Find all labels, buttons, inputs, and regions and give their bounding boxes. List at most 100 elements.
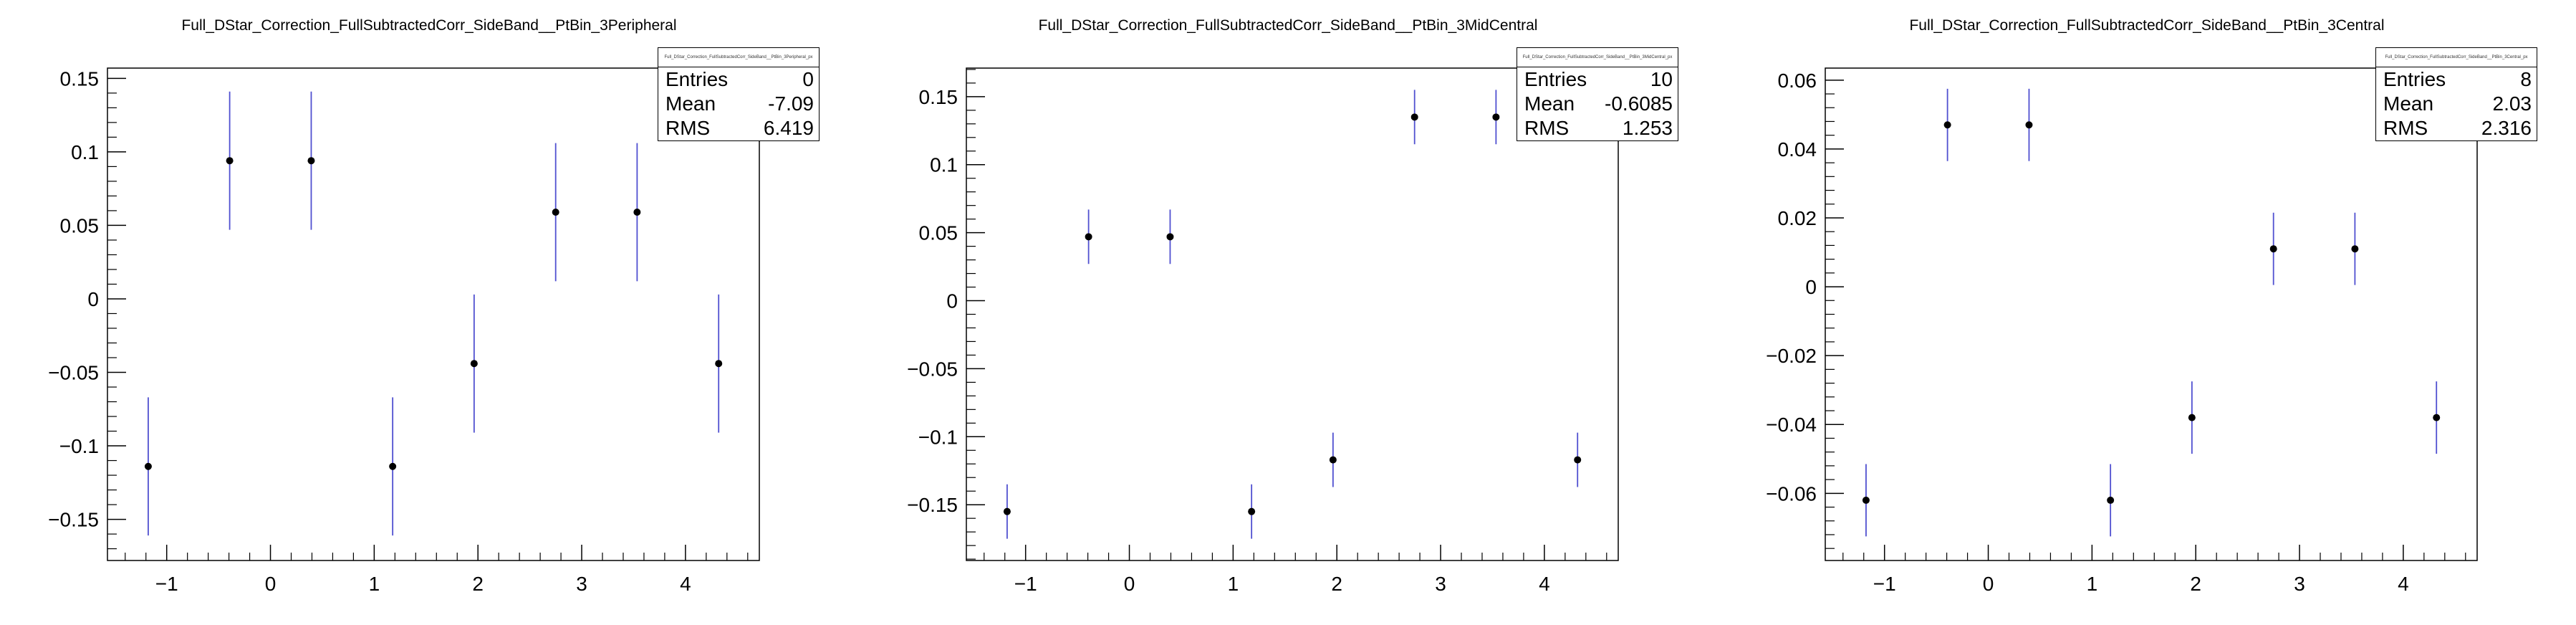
data-point: [1003, 507, 1011, 515]
data-point: [2433, 414, 2441, 421]
plot-frame: [107, 67, 760, 561]
x-tick-label: 2: [1331, 573, 1342, 595]
plot-frame: [1825, 67, 2478, 561]
y-tick-label: −0.06: [1766, 482, 1817, 505]
stats-box: Full_DStar_Correction_FullSubtractedCorr…: [2375, 47, 2537, 141]
stats-rms-label: RMS: [1524, 117, 1570, 139]
data-point: [1248, 507, 1256, 515]
data-point: [2351, 245, 2359, 253]
y-tick-label: −0.02: [1766, 345, 1817, 367]
data-point: [633, 208, 641, 216]
x-tick-label: 0: [265, 573, 277, 595]
plot-svg: −1 0 1 2 3 4 0.15 0.1 0.05 0 −0.05 −0.1 −0.15: [48, 67, 760, 595]
stats-mean-row: Mean -0.6085: [1517, 92, 1678, 116]
x-tick-label: 4: [680, 573, 691, 595]
stats-mean-label: Mean: [2383, 92, 2434, 115]
data-point: [1943, 121, 1951, 129]
y-tick-label: −0.15: [48, 509, 99, 531]
stats-entries-value: 0: [802, 68, 814, 90]
stats-rms-label: RMS: [2383, 117, 2428, 139]
x-tick-label: 2: [472, 573, 484, 595]
data-point: [226, 157, 234, 165]
x-tick-label: 1: [2087, 573, 2098, 595]
stats-mean-value: -0.6085: [1605, 92, 1673, 115]
data-point: [715, 360, 723, 368]
data-point: [1166, 233, 1174, 241]
stats-entries-value: 10: [1650, 68, 1673, 90]
y-tick-label: −0.1: [59, 435, 99, 457]
y-tick-label: −0.15: [907, 494, 958, 516]
y-tick-label: 0.05: [60, 214, 100, 237]
y-tick-label: 0.15: [60, 67, 100, 90]
y-tick-label: −0.04: [1766, 414, 1817, 436]
stats-rms-value: 6.419: [763, 117, 814, 139]
chart-panel-peripheral: Full_DStar_Correction_FullSubtractedCorr…: [0, 0, 858, 625]
y-tick-label: 0.05: [919, 222, 958, 244]
stats-rms-value: 1.253: [1622, 117, 1673, 139]
data-point: [389, 462, 397, 470]
y-tick-label: 0.15: [919, 86, 958, 108]
data-point: [1492, 113, 1500, 121]
data-point: [1574, 456, 1582, 464]
x-tick-label: 0: [1983, 573, 1994, 595]
x-tick-label: 1: [1228, 573, 1239, 595]
data-point: [1410, 113, 1418, 121]
stats-box-header: Full_DStar_Correction_FullSubtractedCorr…: [1517, 48, 1678, 67]
y-tick-label: −0.05: [907, 358, 958, 380]
chart-title: Full_DStar_Correction_FullSubtractedCorr…: [181, 17, 677, 34]
x-tick-label: 3: [2294, 573, 2305, 595]
stats-rms-row: RMS 6.419: [658, 116, 819, 140]
y-tick-label: 0.02: [1778, 207, 1817, 229]
data-point: [2188, 414, 2196, 421]
data-point: [470, 360, 478, 368]
plot-svg: −1 0 1 2 3 4 0.06 0.04 0.02 0 −0.02 −0.04 −0.06: [1766, 67, 2478, 595]
x-tick-label: 3: [576, 573, 587, 595]
stats-rms-value: 2.316: [2481, 117, 2532, 139]
x-tick-label: −1: [155, 573, 178, 595]
data-point: [2269, 245, 2277, 253]
y-tick-label: −0.05: [48, 362, 99, 384]
stats-entries-row: Entries 10: [1517, 67, 1678, 92]
stats-box-header: Full_DStar_Correction_FullSubtractedCorr…: [658, 48, 819, 67]
stats-entries-label: Entries: [1524, 68, 1587, 90]
stats-entries-value: 8: [2520, 68, 2532, 90]
stats-box-header: Full_DStar_Correction_FullSubtractedCorr…: [2376, 48, 2537, 67]
y-tick-label: 0.06: [1778, 70, 1817, 92]
stats-entries-row: Entries 8: [2376, 67, 2537, 92]
y-tick-label: 0.1: [930, 154, 958, 176]
plot-frame: [966, 67, 1619, 561]
y-tick-label: 0.04: [1778, 138, 1817, 161]
data-point: [2025, 121, 2033, 129]
x-tick-label: 1: [369, 573, 380, 595]
chart-panel-central: Full_DStar_Correction_FullSubtractedCorr…: [1718, 0, 2576, 625]
x-tick-label: 0: [1124, 573, 1135, 595]
plot-svg: −1 0 1 2 3 4 0.15 0.1 0.05 0 −0.05 −0.1 −0.15: [907, 67, 1619, 595]
stats-mean-label: Mean: [1524, 92, 1575, 115]
y-tick-label: −0.1: [918, 426, 958, 448]
x-tick-label: 3: [1435, 573, 1446, 595]
stats-mean-value: -7.09: [768, 92, 814, 115]
data-point: [552, 208, 559, 216]
stats-box: Full_DStar_Correction_FullSubtractedCorr…: [1517, 47, 1678, 141]
stats-mean-row: Mean 2.03: [2376, 92, 2537, 116]
stats-rms-row: RMS 1.253: [1517, 116, 1678, 140]
stats-entries-row: Entries 0: [658, 67, 819, 92]
stats-entries-label: Entries: [665, 68, 729, 90]
y-tick-label: 0: [946, 290, 958, 312]
y-tick-label: 0: [87, 288, 99, 310]
data-point: [1862, 496, 1870, 504]
x-tick-label: −1: [1873, 573, 1896, 595]
data-point: [1329, 456, 1337, 464]
stats-rms-label: RMS: [665, 117, 711, 139]
x-tick-label: 4: [2398, 573, 2409, 595]
x-tick-label: −1: [1014, 573, 1037, 595]
stats-mean-value: 2.03: [2492, 92, 2532, 115]
stats-mean-label: Mean: [665, 92, 716, 115]
stats-entries-label: Entries: [2383, 68, 2446, 90]
data-point: [2107, 496, 2115, 504]
y-tick-label: 0.1: [71, 141, 99, 163]
x-tick-label: 2: [2190, 573, 2201, 595]
chart-title: Full_DStar_Correction_FullSubtractedCorr…: [1038, 17, 1538, 34]
stats-mean-row: Mean -7.09: [658, 92, 819, 116]
stats-box: Full_DStar_Correction_FullSubtractedCorr…: [658, 47, 820, 141]
